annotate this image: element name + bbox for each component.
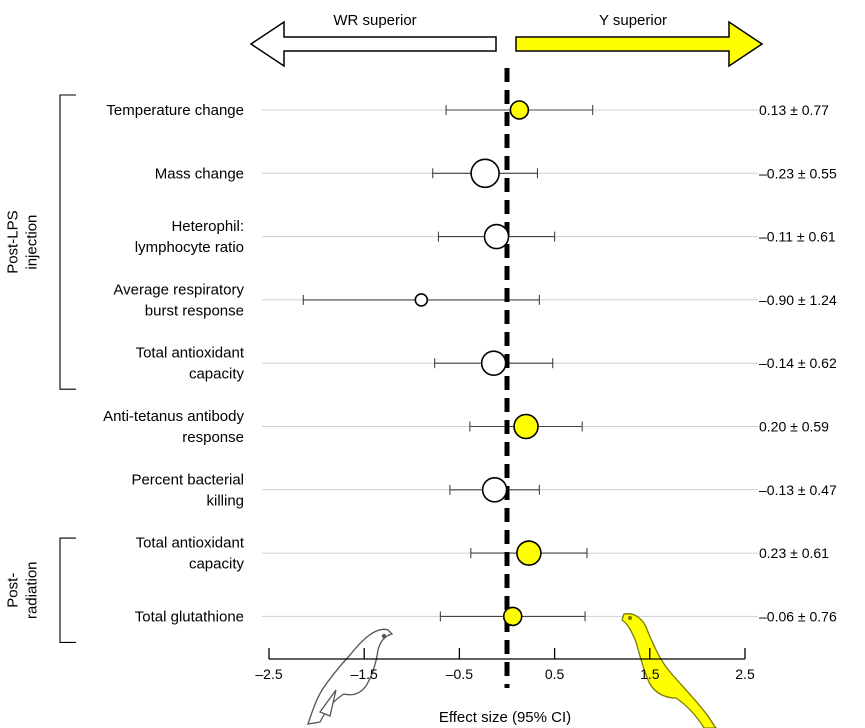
effect-point <box>513 413 539 440</box>
row-label: Mass change <box>155 165 244 182</box>
row-label: burst response <box>145 302 244 319</box>
value-annotation: 0.23 ± 0.61 <box>759 545 829 561</box>
row-label: capacity <box>189 366 245 383</box>
effect-points <box>414 100 542 627</box>
effect-point <box>480 350 507 377</box>
row-label: Total antioxidant <box>136 345 245 362</box>
group-bracket <box>59 537 76 643</box>
effect-point <box>516 540 542 566</box>
group-label: injection <box>24 215 41 270</box>
row-label: Total glutathione <box>135 608 244 625</box>
y-superior-label: Y superior <box>599 12 667 29</box>
x-tick-label: 1.5 <box>640 666 660 682</box>
effect-point <box>502 606 523 627</box>
effect-point <box>483 223 510 250</box>
x-axis-title: Effect size (95% CI) <box>439 709 571 726</box>
value-annotation: 0.13 ± 0.77 <box>759 102 829 118</box>
x-tick-label: 0.5 <box>545 666 565 682</box>
row-label: capacity <box>189 556 245 573</box>
value-annotation: 0.20 ± 0.59 <box>759 419 829 435</box>
x-tick-label: –1.5 <box>351 666 378 682</box>
row-label: killing <box>206 492 244 509</box>
value-annotation: –0.13 ± 0.47 <box>759 482 837 498</box>
value-annotation: –0.06 ± 0.76 <box>759 608 837 624</box>
effect-point <box>509 100 530 120</box>
value-annotation: –0.14 ± 0.62 <box>759 355 837 371</box>
row-label: Percent bacterial <box>131 471 244 488</box>
effect-point <box>481 476 508 503</box>
value-annotation: –0.11 ± 0.61 <box>759 229 836 245</box>
row-labels: Temperature change Mass change Heterophil:… <box>103 102 245 625</box>
x-tick-label: 2.5 <box>735 666 755 682</box>
group-brackets: Post-LPS injection Post-radiation <box>5 94 76 643</box>
row-label: response <box>182 429 244 446</box>
value-annotations: 0.13 ± 0.77 –0.23 ± 0.55 –0.11 ± 0.61 –0.90… <box>759 102 837 624</box>
yellow-bird-icon <box>621 613 717 728</box>
x-axis: –2.5 –1.5 –0.5 0.5 1.5 2.5 <box>255 648 755 682</box>
wr-superior-arrow <box>249 20 497 68</box>
row-label: Average respiratory <box>113 281 244 298</box>
x-tick-label: –2.5 <box>255 666 282 682</box>
x-tick-label: –0.5 <box>446 666 473 682</box>
y-superior-arrow <box>515 20 764 68</box>
row-label: Total antioxidant <box>136 535 245 552</box>
group-label: Post- <box>5 573 22 608</box>
row-label: Heterophil: <box>171 218 244 235</box>
value-annotation: –0.23 ± 0.55 <box>759 165 837 181</box>
header: WR superior Y superior <box>249 12 764 68</box>
effect-point <box>414 293 429 307</box>
value-annotation: –0.90 ± 1.24 <box>759 292 837 308</box>
white-bird-icon <box>307 628 394 725</box>
group-bracket <box>59 94 76 390</box>
group-label: radiation <box>24 561 41 619</box>
row-label: Temperature change <box>106 102 244 119</box>
row-label: lymphocyte ratio <box>135 239 244 256</box>
group-label: Post-LPS <box>5 210 22 273</box>
effect-point <box>470 158 500 189</box>
wr-superior-label: WR superior <box>333 12 416 29</box>
row-label: Anti-tetanus antibody <box>103 408 244 425</box>
